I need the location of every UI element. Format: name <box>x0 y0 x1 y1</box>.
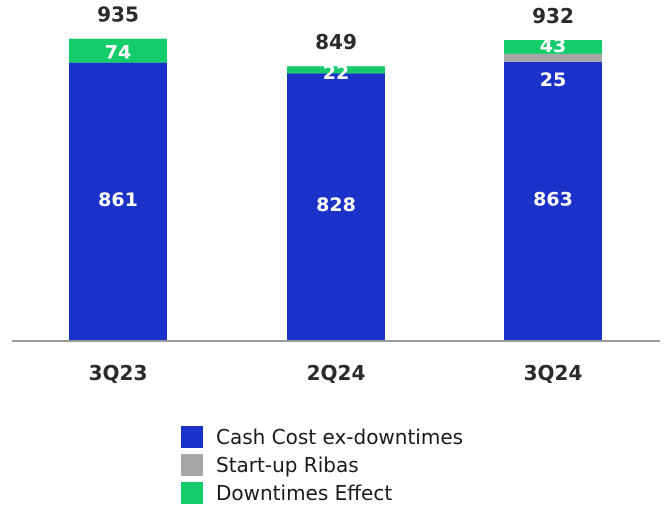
x-tick-label: 3Q23 <box>89 361 148 385</box>
data-label: 861 <box>98 189 138 211</box>
legend: Cash Cost ex-downtimes Start-up Ribas Do… <box>181 423 463 507</box>
total-label: 849 <box>315 30 357 54</box>
data-label: 828 <box>316 194 356 216</box>
bars-group <box>69 38 602 342</box>
legend-item: Downtimes Effect <box>181 479 463 507</box>
legend-label: Start-up Ribas <box>216 453 359 477</box>
x-tick-label: 3Q24 <box>524 361 583 385</box>
data-label: 43 <box>540 35 566 57</box>
legend-item: Cash Cost ex-downtimes <box>181 423 463 451</box>
legend-label: Downtimes Effect <box>216 481 393 505</box>
legend-swatch <box>181 426 203 448</box>
bar-segment <box>69 62 167 341</box>
legend-swatch <box>181 454 203 476</box>
legend-item: Start-up Ribas <box>181 451 463 479</box>
bar-segment <box>287 66 385 74</box>
labels-group: 861 74 935 3Q23 828 22 849 2Q24 863 25 43 932 3Q24 <box>89 3 583 385</box>
data-label: 74 <box>105 42 131 64</box>
data-label: 25 <box>540 69 566 91</box>
bar-segment <box>287 73 385 341</box>
bar-segment <box>69 38 167 63</box>
legend-label: Cash Cost ex-downtimes <box>216 425 464 449</box>
data-label: 863 <box>533 188 573 210</box>
total-label: 932 <box>532 4 574 28</box>
x-tick-label: 2Q24 <box>307 361 366 385</box>
legend-swatch <box>181 482 203 504</box>
bar-segment <box>504 61 602 342</box>
data-label: 22 <box>323 62 349 84</box>
total-label: 935 <box>97 3 139 27</box>
bar-segment <box>504 53 602 62</box>
bar-segment <box>504 40 602 54</box>
